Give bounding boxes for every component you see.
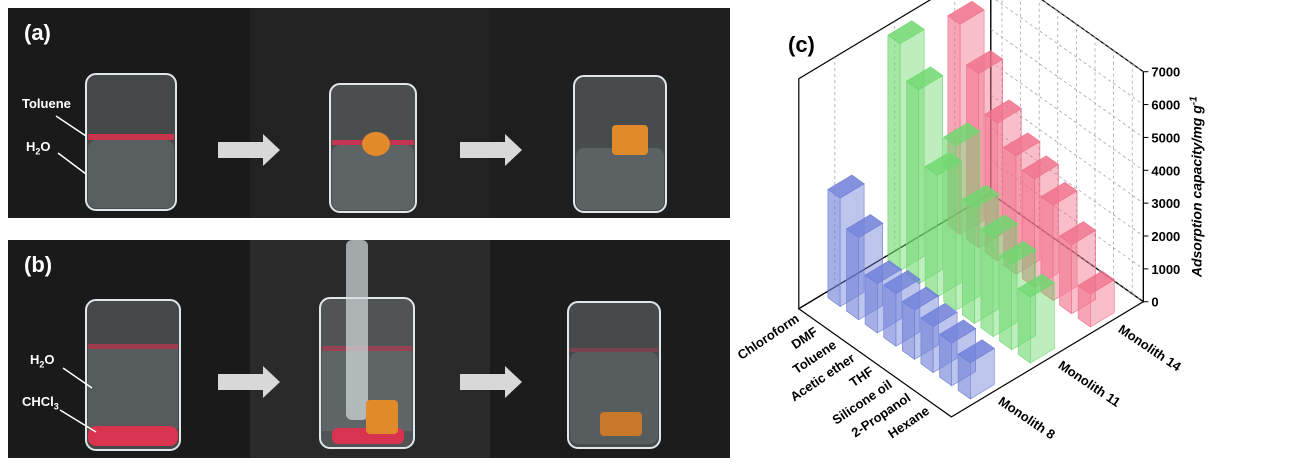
bar-top-face [1040, 181, 1078, 206]
bar-front-face [902, 300, 915, 360]
beaker-4 [85, 299, 181, 451]
z-tick-label: 7000 [1151, 65, 1180, 80]
beaker-6 [567, 301, 661, 449]
bar-top-face [1017, 273, 1055, 298]
adsorption-3d-bar-chart: (c) 01000200030004000500060007000Chlorof… [736, 0, 1205, 442]
bar-top-face [943, 122, 981, 147]
beaker-3 [573, 75, 667, 213]
bar [1017, 273, 1055, 364]
bar-top-face [980, 214, 1018, 239]
bar-top-face [1077, 270, 1115, 295]
panel-a-photo [8, 8, 730, 218]
z-tick-label: 6000 [1151, 98, 1180, 113]
beaker-5 [319, 240, 415, 449]
z-axis-label: Adsorption capacity/mg g-1 [1188, 96, 1205, 278]
bar-top-face [947, 0, 985, 25]
z-gridline [1041, 0, 1144, 73]
bar [957, 339, 995, 400]
bar [1077, 270, 1115, 328]
bar-top-face [1003, 132, 1041, 157]
bar-front-face [943, 136, 957, 311]
bar-top-face [965, 50, 1004, 74]
bar-top-face [1058, 221, 1097, 246]
series-label: Monolith 14 [1116, 321, 1185, 374]
bar-front-face [906, 80, 919, 285]
panel-a-label: (a) [24, 20, 51, 45]
bar-front-face [962, 199, 975, 324]
bar-top-face [957, 339, 995, 364]
annotation-water: H2O [26, 139, 51, 157]
bar-top-face [938, 319, 977, 344]
bar-front-face [827, 188, 841, 308]
bar-front-face [846, 228, 859, 321]
bar-front-face [920, 317, 934, 374]
arrow-right-icon [460, 134, 522, 166]
bar-top-face [883, 270, 921, 294]
z-tick-label: 2000 [1151, 229, 1180, 244]
bar-top-face [845, 214, 884, 238]
bar-front-face [864, 274, 878, 334]
z-tick-label: 5000 [1151, 130, 1180, 145]
arrow-right-icon [218, 134, 280, 166]
panel-b-label: (b) [24, 252, 53, 277]
panel-a: (a) Toluene H2O [8, 8, 730, 218]
arrow-right-icon [460, 366, 522, 398]
z-gridline [995, 0, 1144, 105]
bar-front-face [924, 166, 938, 298]
bar-front-face [1059, 235, 1073, 315]
series-label: Monolith 8 [996, 393, 1058, 442]
panel-b: (b) H2O CHCl3 [8, 240, 730, 458]
bar-top-face [887, 20, 925, 45]
beaker-1 [85, 73, 177, 211]
bar-top-face [864, 260, 902, 285]
bar-front-face [999, 255, 1013, 351]
arrow-right-icon [218, 366, 280, 398]
z-gridline [990, 28, 1144, 138]
panel-c-label: (c) [788, 32, 815, 57]
z-tick-label: 0 [1151, 295, 1158, 310]
z-gridline [990, 61, 1144, 171]
bar-top-face [901, 286, 940, 311]
bar-front-face [1017, 287, 1031, 364]
bar-top-face [984, 99, 1022, 124]
bar-top-face [1021, 155, 1060, 180]
beaker-2 [329, 83, 417, 213]
bar-top-face [998, 240, 1037, 265]
annotation-water: H2O [30, 352, 55, 370]
z-tick-label: 4000 [1151, 163, 1180, 178]
bar-top-face [920, 303, 958, 327]
z-tick-label: 3000 [1151, 196, 1180, 211]
panel-b-photo [8, 240, 730, 458]
bar-top-face [905, 66, 944, 91]
z-gridline [990, 193, 1144, 303]
bar-top-face [827, 174, 865, 199]
bar-front-face [980, 228, 994, 338]
bar-front-face [883, 284, 897, 347]
z-tick-label: 1000 [1151, 262, 1180, 277]
z-gridline [990, 94, 1144, 204]
annotation-toluene: Toluene [22, 96, 71, 111]
annotation-chloroform: CHCl3 [22, 394, 59, 412]
z-gridline [990, 160, 1144, 270]
bar-front-face [887, 34, 901, 272]
series-label: Monolith 11 [1056, 357, 1124, 409]
bar-top-face [961, 184, 1000, 209]
chart-bars [827, 0, 1115, 400]
